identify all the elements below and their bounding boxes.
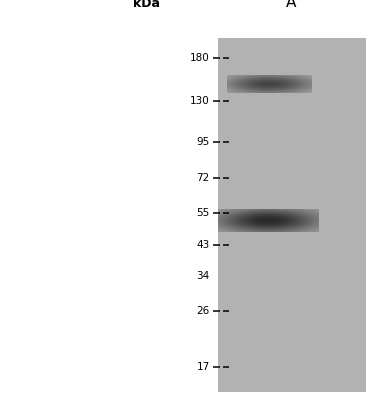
Text: kDa: kDa [133,0,160,10]
Text: 72: 72 [197,173,210,183]
Text: 180: 180 [190,53,210,63]
Text: 95: 95 [197,137,210,147]
Text: 130: 130 [190,96,210,106]
Text: 17: 17 [197,362,210,372]
Text: 34: 34 [197,271,210,281]
Text: 43: 43 [197,240,210,250]
Text: A: A [286,0,296,10]
Text: 26: 26 [197,306,210,316]
Text: 55: 55 [197,208,210,218]
Bar [218,38,366,392]
